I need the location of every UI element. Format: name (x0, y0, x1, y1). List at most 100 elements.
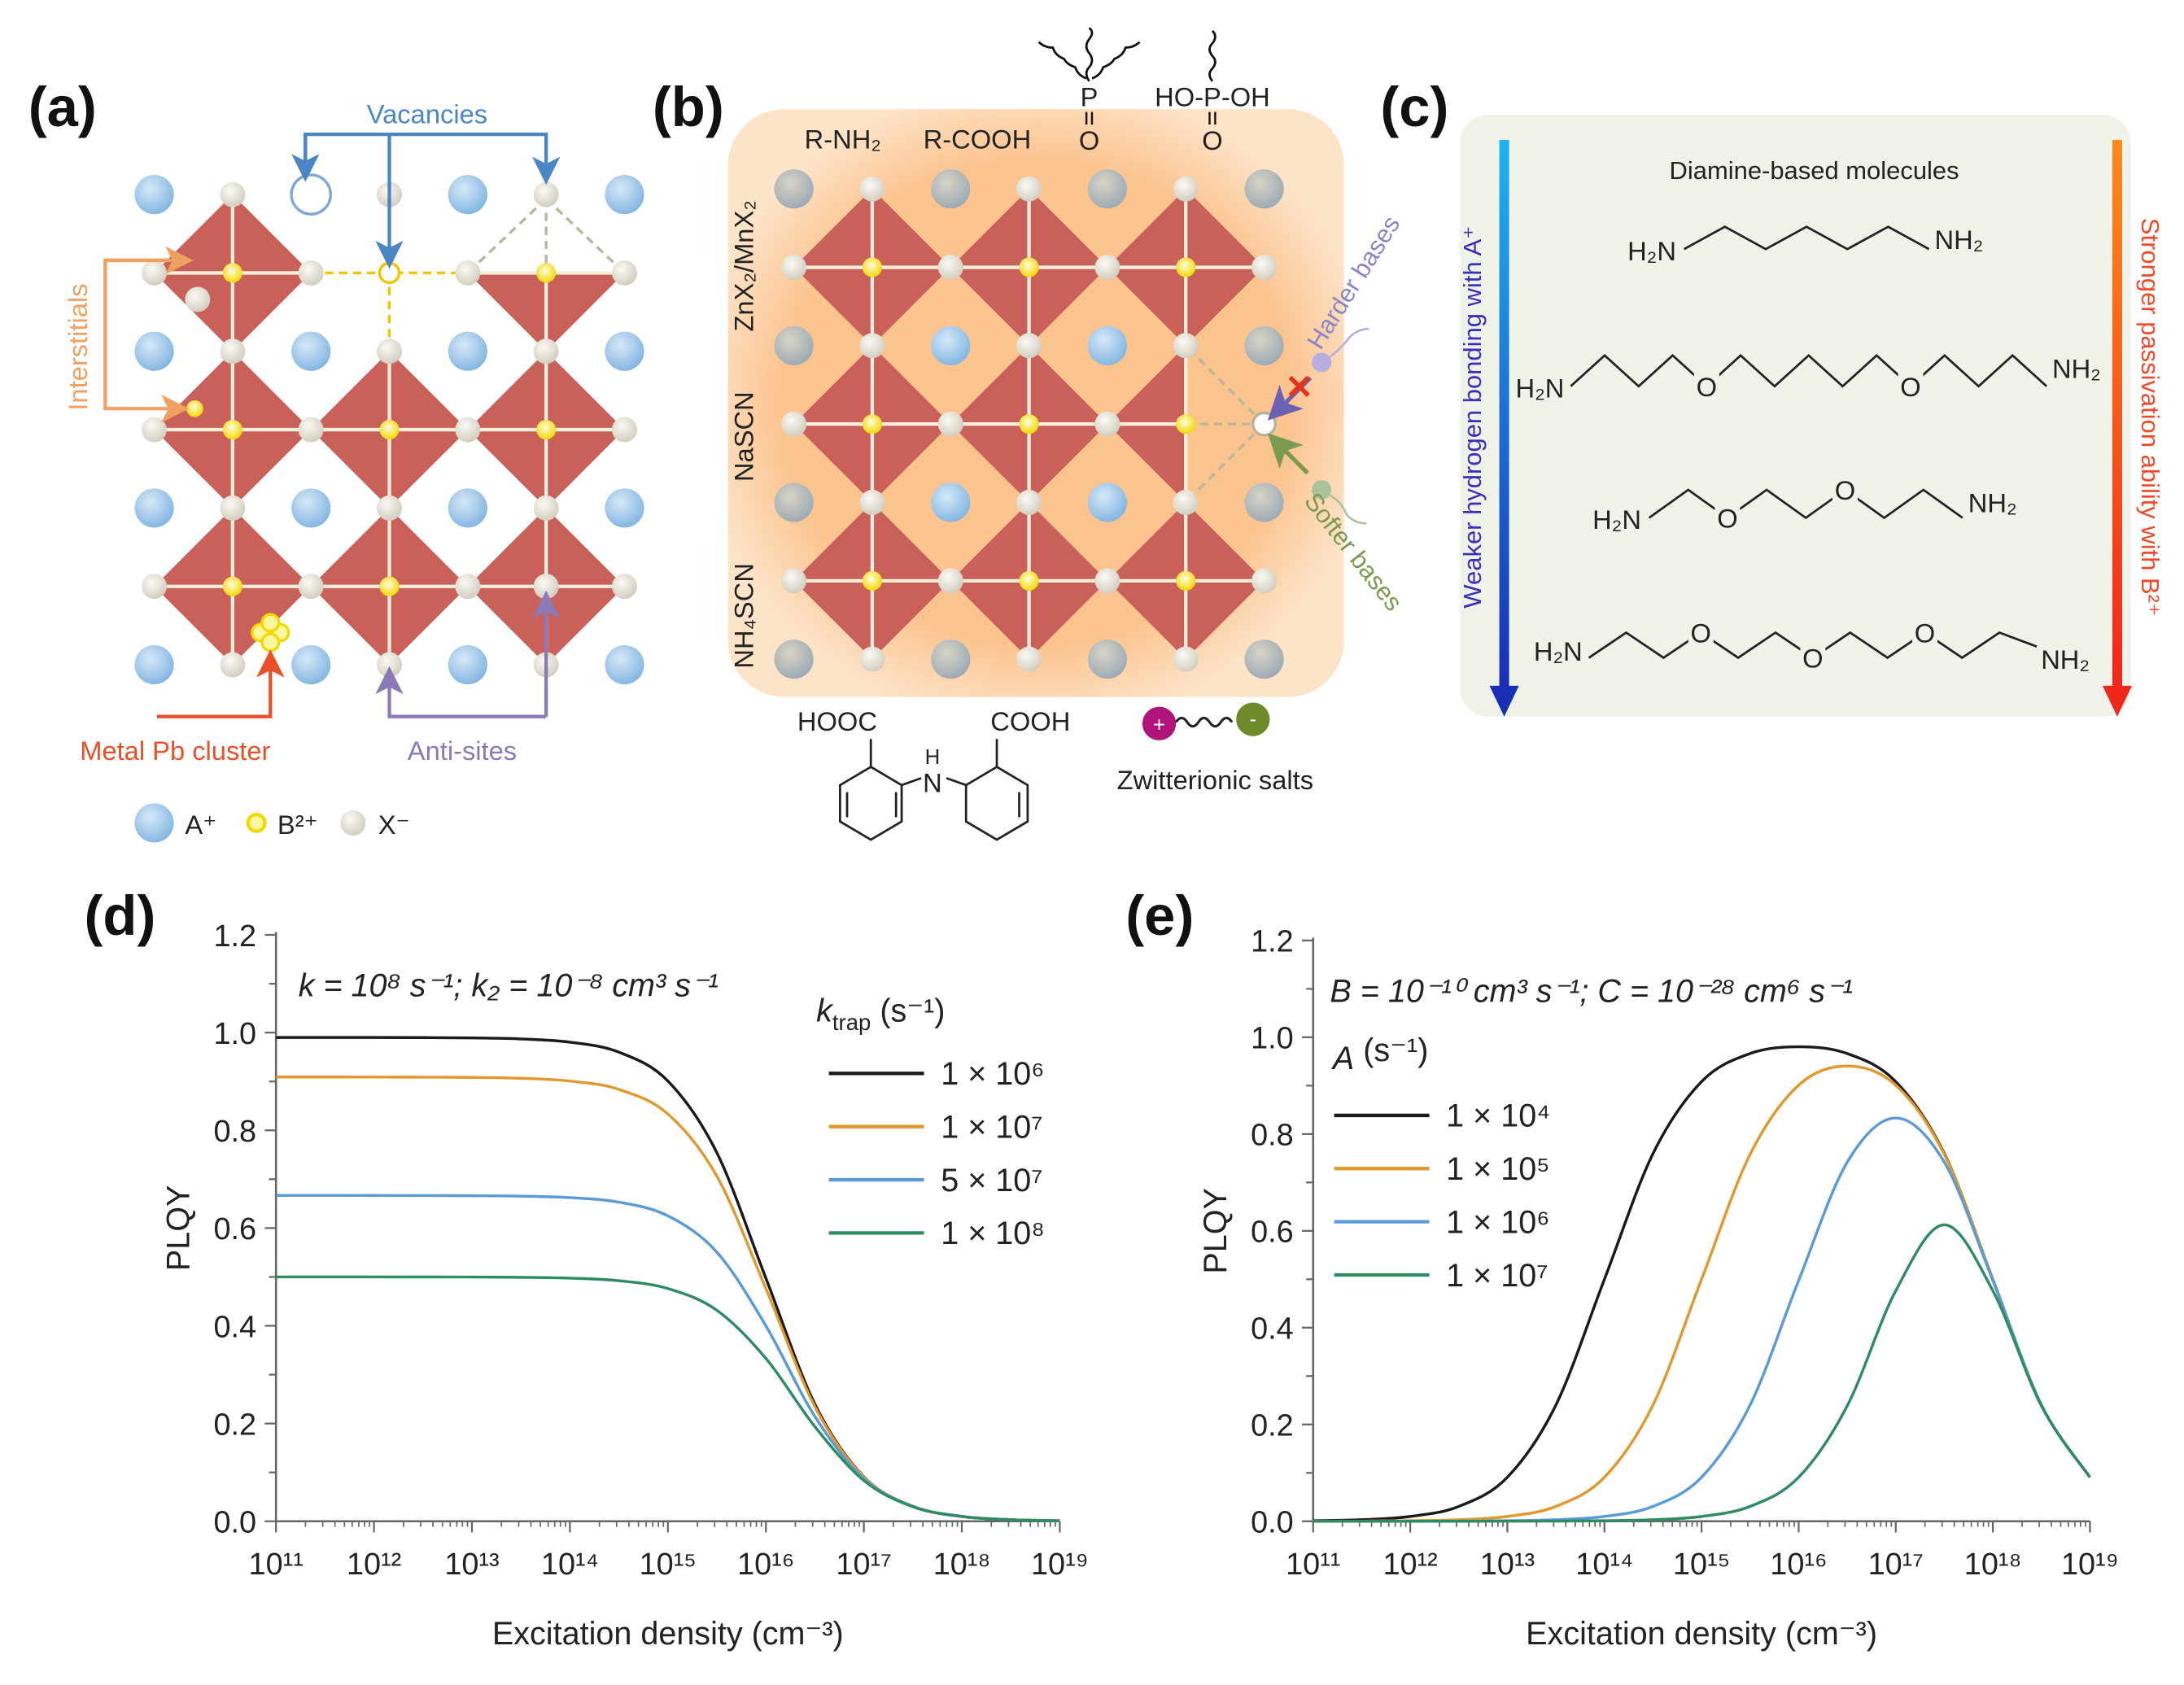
oxygen-mask (1898, 370, 1924, 402)
y-tick-label: 0.6 (1251, 1216, 1294, 1250)
a-site-cation (134, 331, 174, 371)
x-tick-label: 10¹⁶ (737, 1547, 794, 1582)
harder-base-tail (1329, 327, 1369, 358)
x-site-anion (298, 260, 324, 286)
molecule-list: H₂N NH₂ O O H₂N NH₂ O O H₂N NH₂ O O O H₂N NH₂ (1515, 225, 2100, 674)
oxygen-mask (1688, 617, 1714, 648)
x-site-anion (455, 417, 481, 443)
b-site-cation (222, 263, 242, 283)
x-site-anion (298, 417, 324, 443)
x-site-anion (1094, 411, 1120, 437)
x-site-anion (1251, 568, 1278, 594)
x-site-anion (377, 495, 402, 521)
a-site-cation (134, 644, 174, 685)
oxygen-mask (1911, 617, 1937, 648)
y-tick-label: 0.2 (1251, 1409, 1294, 1443)
antisite-x-on-b (533, 574, 559, 600)
amine-h-label: H (925, 746, 941, 769)
oxygen-atom-label: O (1717, 503, 1737, 533)
a-site-cation (605, 175, 644, 215)
oxygen-atom-label: O (1835, 475, 1855, 505)
ligand-amine: R-NH₂ (805, 124, 881, 154)
carbon-chain (1648, 488, 1963, 520)
x-tick-label: 10¹⁷ (1868, 1547, 1924, 1582)
x-site-anion (533, 338, 559, 365)
cooh-label: COOH (990, 706, 1070, 736)
a-site-cation (774, 640, 814, 679)
panel-label-c: (c) (1380, 76, 1448, 138)
oxygen-mask (1714, 502, 1741, 534)
b-site-cation (379, 576, 400, 596)
b-site-cation (379, 420, 400, 440)
chart-d-plqy-ktrap: 0.0 0.2 0.4 0.6 0.8 1.0 1.2 10¹¹ 10¹² 10¹³ 10¹⁴ 10¹… (161, 919, 1089, 1652)
panel-c-background (1460, 115, 2131, 717)
x-site-anion (1173, 176, 1199, 202)
phosphonic-chain (1208, 29, 1216, 82)
x-site-anion (859, 333, 885, 359)
y-tick-label: 1.2 (214, 919, 257, 954)
y-axis-label: PLQY (161, 1185, 197, 1272)
a-site-cation (448, 175, 487, 215)
legend-entry-label-0: 1 × 10⁴ (1446, 1098, 1550, 1134)
oxygen-atom-label: O (1691, 618, 1711, 648)
chart-e-plqy-abc: 0.0 0.2 0.4 0.6 0.8 1.0 1.2 10¹¹ 10¹² 10¹³ 10¹⁴ 10¹… (1198, 925, 2119, 1652)
x-tick-label: 10¹⁵ (640, 1547, 697, 1582)
oxygen-mask (1800, 642, 1826, 674)
x-tick-label: 10¹³ (1480, 1547, 1535, 1582)
nh2-label: NH₂ (2052, 353, 2101, 383)
diamine-title: Diamine-based molecules (1670, 156, 1959, 185)
b-site-vacancy (378, 261, 401, 285)
legend-title-unit: (s⁻¹) (1354, 1032, 1428, 1068)
legend-entry-label-3: 1 × 10⁸ (941, 1216, 1045, 1251)
b-site-cation (536, 263, 557, 283)
x-tick-label: 10¹² (347, 1547, 401, 1582)
metal-pb-cluster-atom (260, 613, 281, 633)
h2n-label: H₂N (1627, 236, 1676, 266)
a-site-cation (1087, 169, 1128, 209)
x-site-anion (781, 255, 807, 281)
x-tick-label: 10¹⁸ (933, 1547, 991, 1582)
x-site-anion (455, 574, 481, 600)
b-site-cation (1019, 570, 1039, 591)
y-tick-label: 1.2 (1251, 925, 1294, 959)
x-site-anion (142, 417, 168, 443)
a-site-cation (448, 644, 487, 685)
a-site-cation (448, 331, 487, 371)
a-site-cation (774, 169, 814, 209)
vacancy-dashed-bond (466, 198, 548, 274)
y-tick-label: 0.2 (214, 1408, 257, 1442)
a-site-cation (1087, 325, 1128, 365)
x-site-anion (298, 574, 324, 600)
panel-b-passivation-lattice: R-NH₂ R-COOH P O HO-P-OH O ZnX₂/MnX₂ NaS… (727, 27, 1409, 841)
x-site-anion (220, 652, 246, 678)
a-site-cation (774, 325, 814, 365)
y-tick-label: 0.0 (214, 1506, 257, 1540)
x-site-anion (937, 411, 963, 437)
y-tick-label: 0.0 (1251, 1506, 1294, 1540)
y-tick-label: 0.4 (1251, 1312, 1294, 1347)
a-site-cation (931, 482, 971, 522)
y-tick-label: 0.4 (214, 1310, 257, 1344)
x-site-anion (142, 260, 168, 286)
diamine-molecule: O O H₂N NH₂ (1592, 474, 2017, 535)
x-site-anion (1173, 490, 1199, 515)
y-tick-label: 1.0 (1251, 1022, 1294, 1056)
vacancy-dashed-bond (1185, 422, 1265, 504)
x-site-vacancy (1251, 411, 1278, 437)
zwitterion-chain (1174, 716, 1234, 728)
x-site-anion (377, 338, 402, 365)
x-tick-label: 10¹² (1382, 1547, 1437, 1582)
label-nascn: NaSCN (729, 391, 759, 482)
right-arrow-head-icon (2102, 685, 2133, 717)
x-site-anion (533, 495, 559, 521)
a-site-cation (774, 482, 814, 522)
h2n-label: H₂N (1515, 373, 1564, 404)
a-site-cation (291, 331, 331, 371)
nh2-label: NH₂ (2041, 644, 2090, 674)
series-line-1 (1313, 1064, 2091, 1523)
panel-label-e: (e) (1125, 884, 1194, 947)
b-site-cation (536, 420, 557, 440)
x-site-anion (377, 652, 402, 678)
b-site-cation (862, 414, 882, 434)
